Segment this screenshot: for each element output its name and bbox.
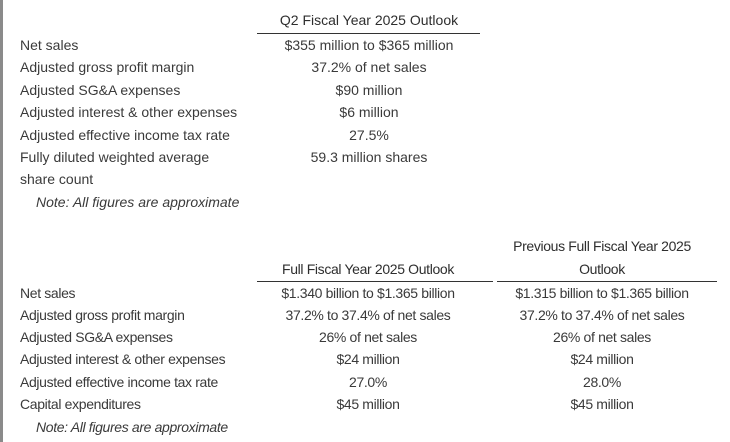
q2-row-value: $355 million to $365 million bbox=[284, 37, 454, 53]
page-left-border bbox=[0, 0, 3, 442]
fy-note: Note: All figures are approximate bbox=[36, 419, 228, 435]
fy-current-value: $1.340 billion to $1.365 billion bbox=[281, 285, 455, 301]
fy-previous-value: $45 million bbox=[570, 396, 634, 412]
q2-row-value: 59.3 million shares bbox=[310, 149, 428, 165]
fy-previous-value: $24 million bbox=[570, 351, 634, 367]
previous-column-header-line1: Previous Full Fiscal Year 2025 bbox=[513, 238, 691, 254]
q2-row-label: Fully diluted weighted average bbox=[20, 149, 210, 165]
fy-row-label: Adjusted SG&A expenses bbox=[20, 329, 173, 345]
q2-row-label: Adjusted interest & other expenses bbox=[20, 104, 238, 120]
fy-row-label: Capital expenditures bbox=[20, 396, 141, 412]
fy-previous-value: $1.315 billion to $1.365 billion bbox=[515, 285, 689, 301]
q2-row-label: Adjusted SG&A expenses bbox=[20, 82, 181, 98]
fy-current-value: $24 million bbox=[336, 351, 400, 367]
q2-note: Note: All figures are approximate bbox=[36, 194, 240, 210]
fy-row-label: Adjusted gross profit margin bbox=[20, 307, 185, 323]
fy-previous-value: 26% of net sales bbox=[553, 329, 651, 345]
fy-row-label: Adjusted interest & other expenses bbox=[20, 351, 226, 367]
fy-previous-value: 37.2% to 37.4% of net sales bbox=[519, 307, 685, 323]
previous-column-header-line2: Outlook bbox=[579, 261, 625, 277]
q2-row-label: Net sales bbox=[20, 37, 79, 53]
q2-row-value: 27.5% bbox=[349, 127, 389, 143]
q2-row-label: Adjusted gross profit margin bbox=[20, 59, 195, 75]
current-column-header: Full Fiscal Year 2025 Outlook bbox=[282, 261, 454, 277]
fy-current-value: 26% of net sales bbox=[319, 329, 417, 345]
fy-current-value: $45 million bbox=[336, 396, 400, 412]
fy-previous-value: 28.0% bbox=[583, 374, 621, 390]
fy-current-value: 27.0% bbox=[349, 374, 387, 390]
current-header-rule bbox=[257, 281, 493, 282]
q2-row-value: $90 million bbox=[335, 82, 403, 98]
q2-column-header: Q2 Fiscal Year 2025 Outlook bbox=[279, 12, 459, 28]
q2-row-label-cont: share count bbox=[20, 171, 94, 187]
q2-row-value: 37.2% of net sales bbox=[311, 59, 427, 75]
fy-current-value: 37.2% to 37.4% of net sales bbox=[285, 307, 451, 323]
fy-row-label: Net sales bbox=[20, 285, 76, 301]
previous-header-rule bbox=[497, 281, 717, 282]
q2-row-value: $6 million bbox=[339, 104, 399, 120]
fy-row-label: Adjusted effective income tax rate bbox=[20, 374, 218, 390]
q2-header-rule bbox=[257, 33, 480, 34]
q2-row-label: Adjusted effective income tax rate bbox=[20, 127, 230, 143]
